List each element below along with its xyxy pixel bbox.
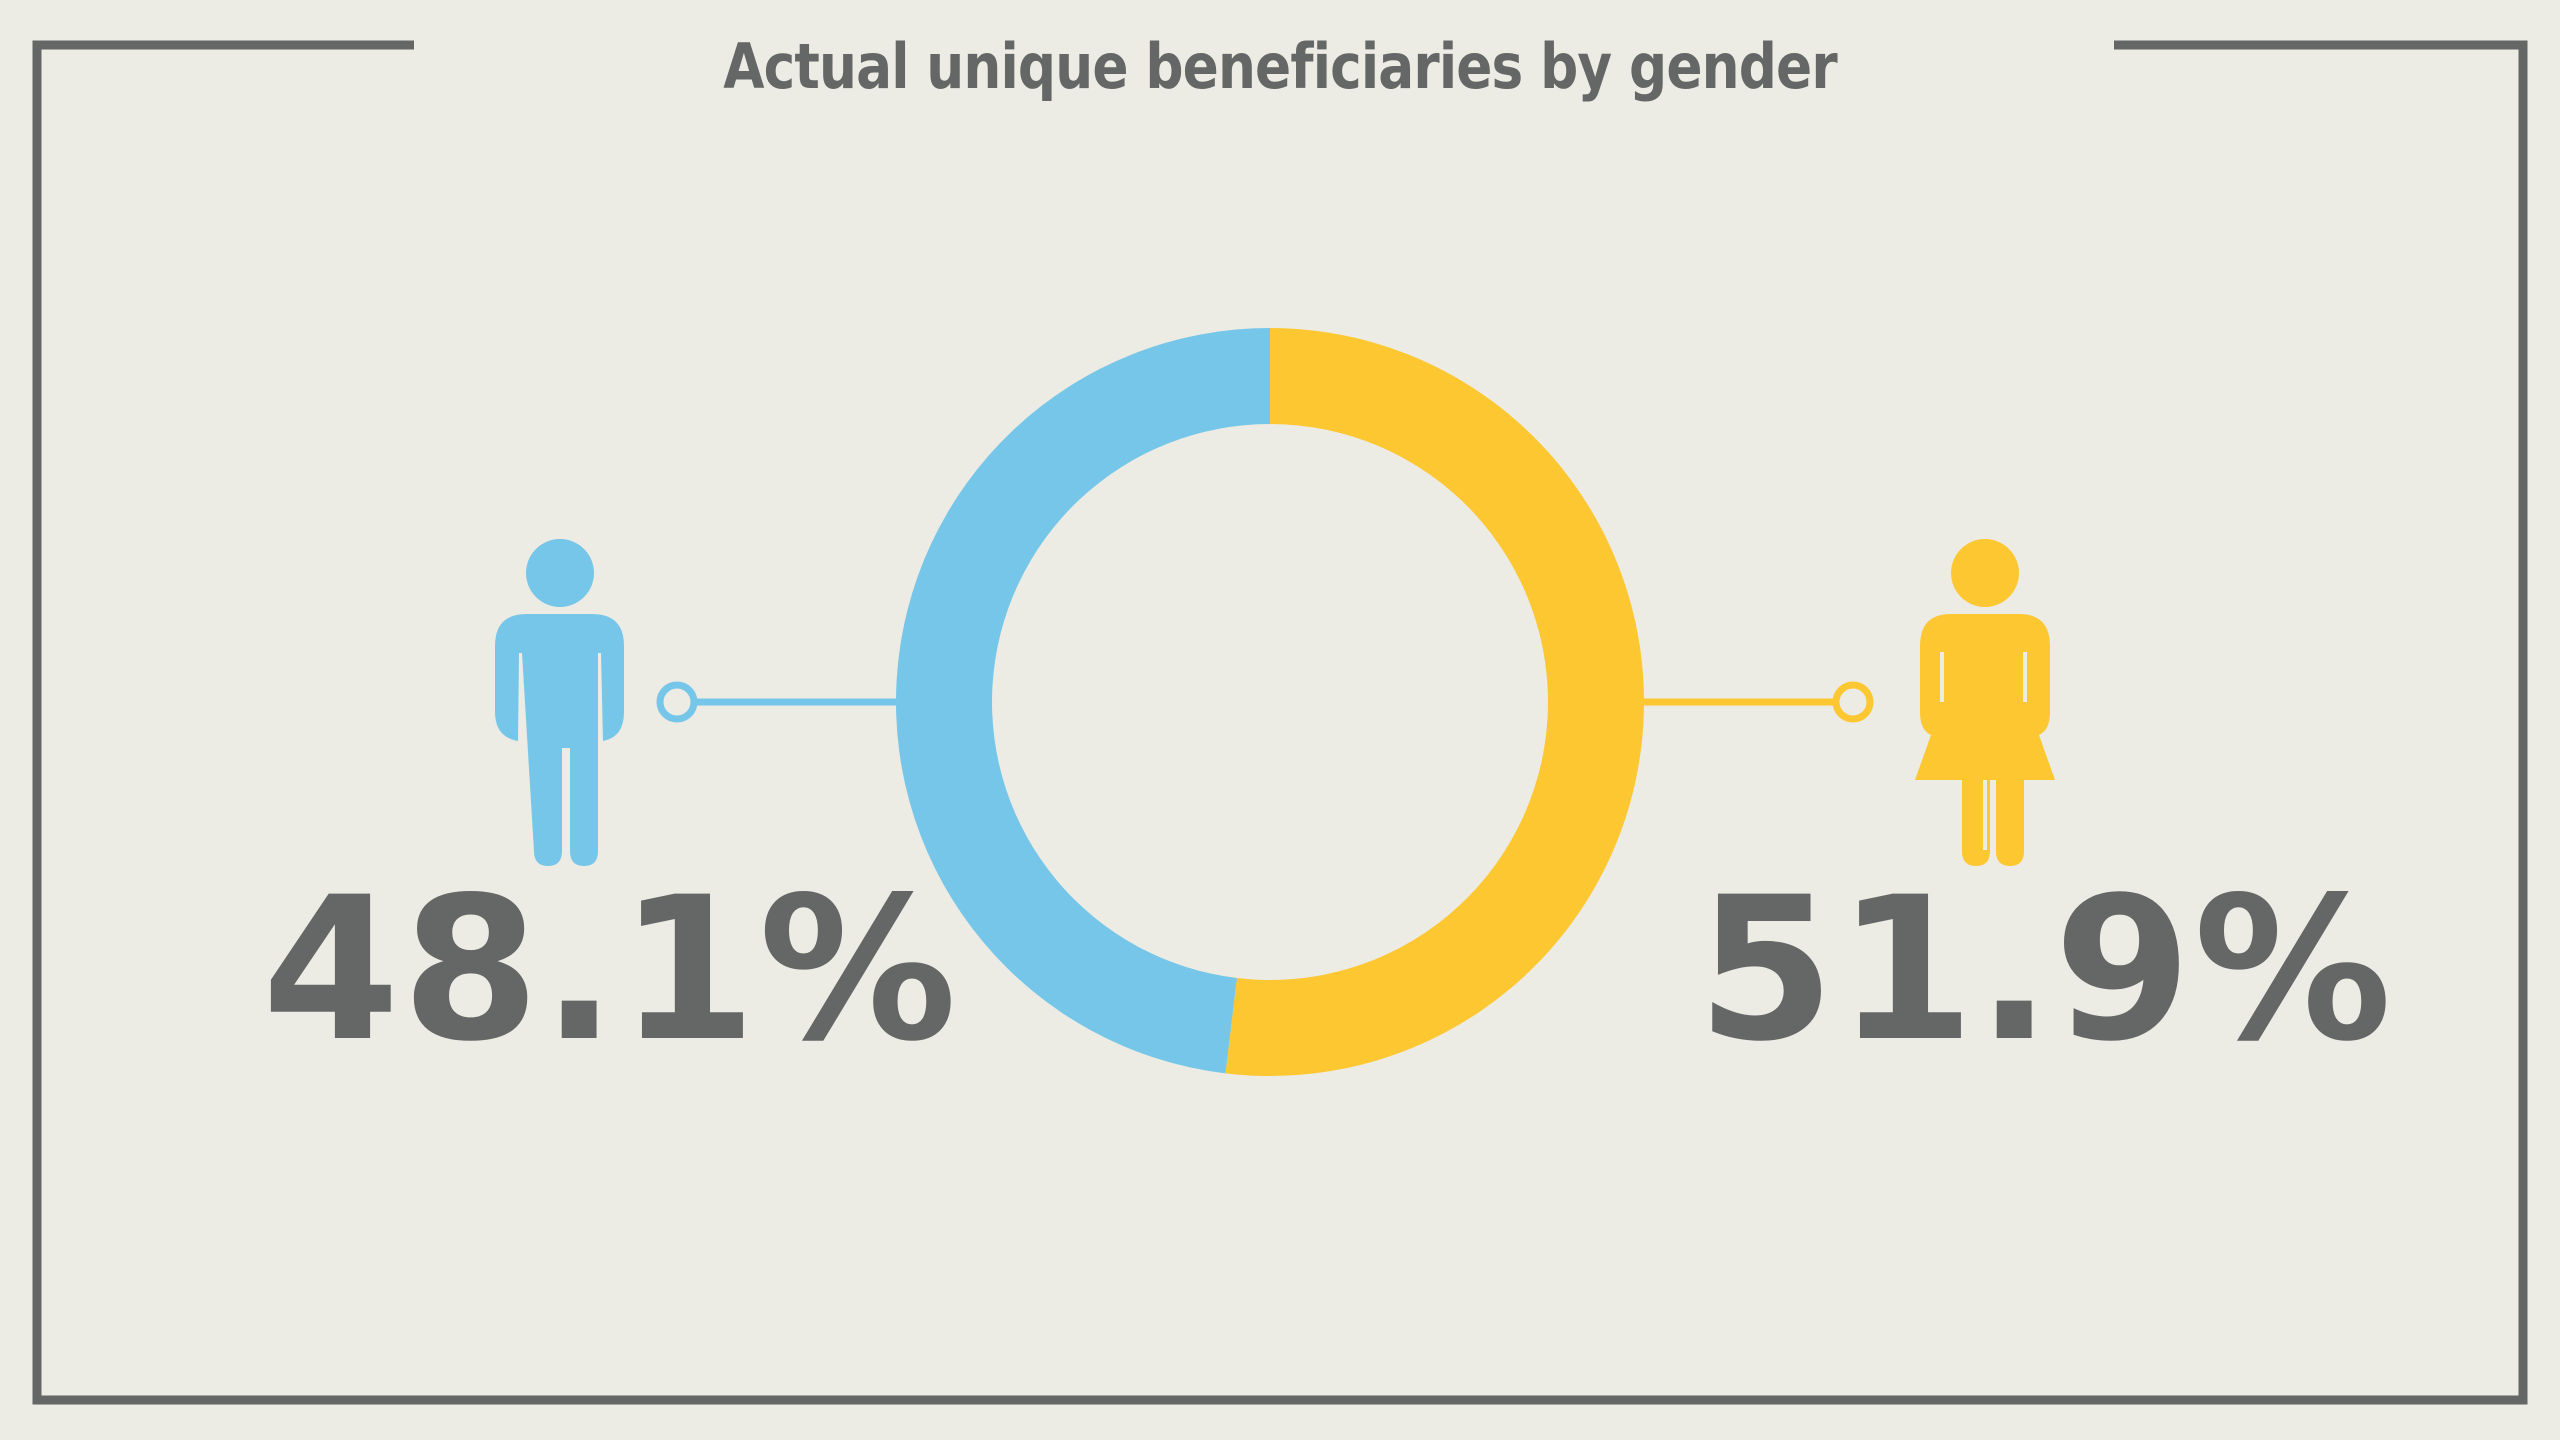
female-connector-dot: [1832, 681, 1874, 723]
male-percentage-label: 48.1%: [262, 854, 959, 1085]
donut-segment-male: [895, 328, 1270, 1074]
donut-segment-female: [1225, 328, 1644, 1076]
frame-left-border: [32, 40, 2528, 1405]
donut-ring: [895, 328, 1644, 1076]
male-person-icon: [495, 539, 624, 866]
female-percentage-label: 51.9%: [1697, 854, 2394, 1085]
male-connector-dot: [656, 681, 698, 723]
chart-title: Actual unique beneficiaries by gender: [723, 30, 1837, 103]
female-person-icon: [1915, 539, 2055, 866]
